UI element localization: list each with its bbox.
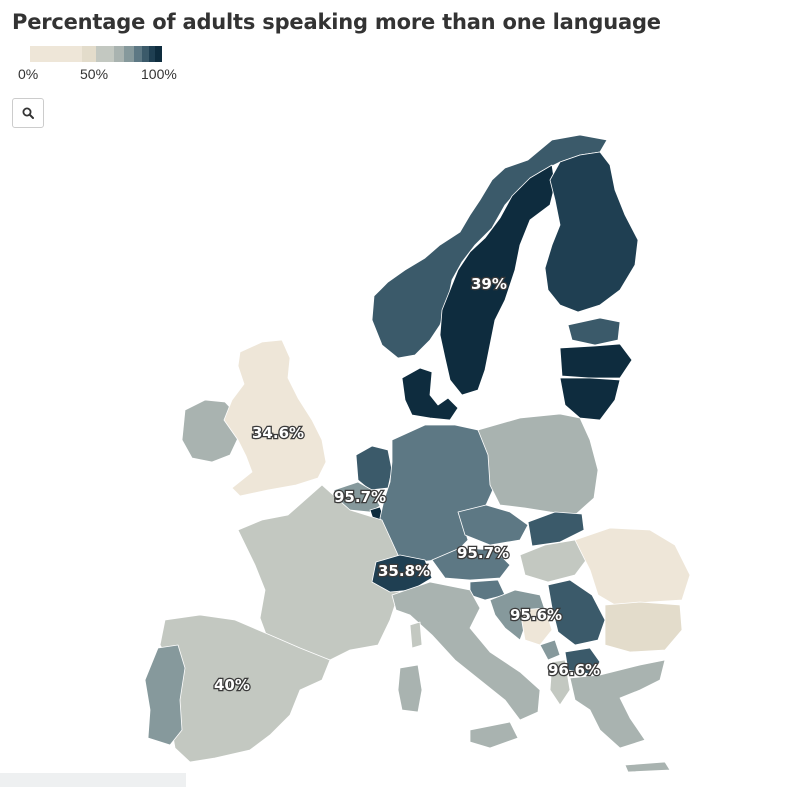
region-bosnia[interactable] xyxy=(519,607,553,646)
legend-swatch xyxy=(82,46,96,62)
region-denmark[interactable] xyxy=(401,367,459,421)
label-macedonia: 96.6% xyxy=(548,661,600,679)
region-portugal[interactable] xyxy=(144,644,186,746)
region-serbia[interactable] xyxy=(547,579,606,646)
region-greece[interactable] xyxy=(569,659,666,749)
region-albania[interactable] xyxy=(549,659,571,706)
color-legend: 0% 50% 100% xyxy=(18,46,177,82)
legend-swatch xyxy=(30,46,82,62)
region-bulgaria[interactable] xyxy=(604,601,683,653)
label-uk: 34.6% xyxy=(252,424,304,442)
region-crete[interactable] xyxy=(624,761,671,773)
region-czechia[interactable] xyxy=(457,504,529,546)
label-sweden: 39% xyxy=(471,275,507,293)
legend-color-scale xyxy=(30,46,162,62)
region-slovakia[interactable] xyxy=(527,511,585,547)
region-poland[interactable] xyxy=(477,413,599,516)
region-austria[interactable] xyxy=(431,547,511,581)
region-estonia[interactable] xyxy=(567,317,621,346)
region-romania[interactable] xyxy=(574,527,691,606)
region-switzerland[interactable] xyxy=(371,554,433,593)
region-finland[interactable] xyxy=(544,151,639,313)
label-switzerland: 35.8% xyxy=(378,562,430,580)
zoom-button[interactable] xyxy=(12,98,44,128)
legend-swatch xyxy=(114,46,124,62)
region-uk[interactable] xyxy=(223,339,327,497)
label-belgium: 95.7% xyxy=(334,488,386,506)
region-netherlands[interactable] xyxy=(355,445,393,491)
legend-swatch xyxy=(149,46,155,62)
region-hungary[interactable] xyxy=(519,539,591,583)
region-sardinia[interactable] xyxy=(397,664,423,713)
region-germany[interactable] xyxy=(379,424,496,563)
legend-swatch xyxy=(142,46,149,62)
region-lithuania[interactable] xyxy=(559,377,621,421)
legend-tick-0: 0% xyxy=(18,66,39,82)
label-spain: 40% xyxy=(214,676,250,694)
region-sicily[interactable] xyxy=(469,721,519,749)
region-latvia[interactable] xyxy=(559,343,633,379)
chart-title: Percentage of adults speaking more than … xyxy=(12,10,661,34)
search-icon xyxy=(22,107,34,119)
scroll-strip xyxy=(0,773,186,787)
region-corsica[interactable] xyxy=(409,621,423,649)
legend-swatch xyxy=(96,46,114,62)
region-montenegro[interactable] xyxy=(539,639,561,661)
legend-swatch xyxy=(134,46,142,62)
legend-tick-50: 50% xyxy=(80,66,109,82)
region-sweden[interactable] xyxy=(439,164,556,396)
region-macedonia[interactable] xyxy=(564,647,601,675)
legend-tick-100: 100% xyxy=(141,66,177,82)
label-bosnia: 95.6% xyxy=(510,606,562,624)
legend-swatch xyxy=(155,46,162,62)
label-slovakia: 95.7% xyxy=(457,544,509,562)
legend-swatch xyxy=(124,46,134,62)
region-italy[interactable] xyxy=(391,581,541,721)
